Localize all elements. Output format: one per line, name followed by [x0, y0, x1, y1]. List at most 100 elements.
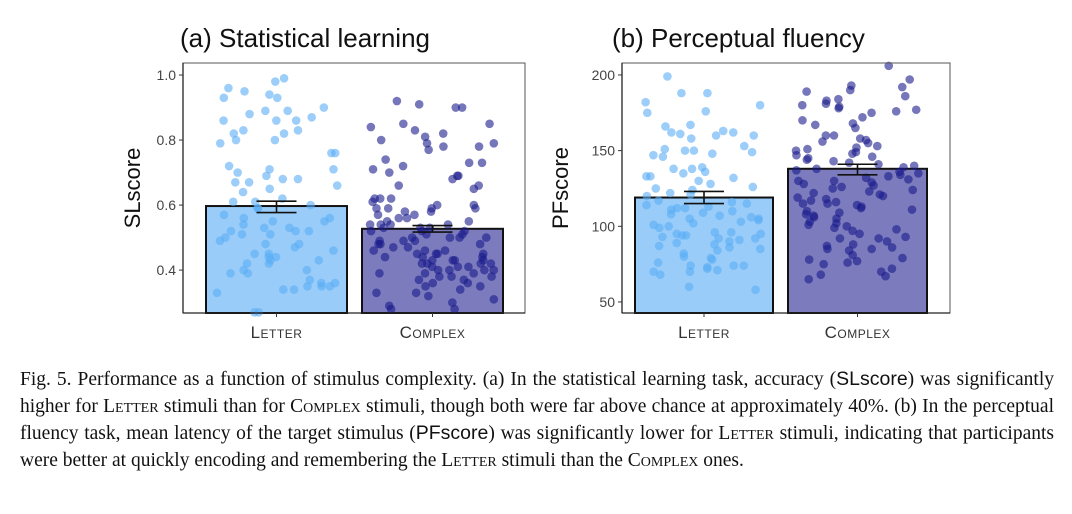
- data-point: [848, 149, 857, 158]
- data-point: [262, 171, 271, 181]
- data-point: [383, 204, 393, 213]
- data-point: [325, 282, 335, 291]
- data-point: [707, 255, 717, 264]
- data-point: [810, 120, 820, 130]
- data-point: [307, 112, 316, 122]
- data-point: [230, 178, 240, 187]
- data-point: [388, 243, 398, 252]
- data-point: [480, 265, 489, 275]
- data-point: [254, 308, 263, 317]
- data-point: [431, 249, 441, 259]
- caption-text: ) was significantly higher for: [20, 369, 1054, 417]
- data-point: [264, 259, 274, 268]
- data-point: [305, 275, 315, 285]
- data-point: [229, 129, 239, 138]
- data-point: [399, 236, 408, 246]
- data-point: [828, 184, 838, 193]
- data-point: [439, 142, 448, 151]
- data-point: [270, 135, 280, 145]
- data-point: [414, 99, 424, 109]
- data-point: [735, 235, 744, 245]
- data-point: [224, 83, 233, 93]
- data-point: [884, 61, 894, 71]
- data-point: [686, 134, 696, 143]
- data-point: [418, 252, 427, 262]
- data-point: [835, 234, 845, 243]
- data-point: [725, 243, 734, 252]
- caption-letter: Letter: [103, 396, 159, 417]
- data-point: [904, 175, 913, 184]
- data-point: [848, 240, 858, 249]
- data-point: [698, 208, 708, 217]
- data-point: [713, 246, 722, 255]
- data-point: [804, 274, 813, 284]
- data-point: [858, 113, 867, 122]
- data-point: [661, 122, 670, 131]
- data-point: [372, 288, 381, 298]
- data-point: [844, 158, 854, 168]
- data-point: [798, 116, 807, 125]
- data-point: [837, 182, 846, 192]
- data-point: [704, 202, 713, 211]
- y-tick-label: 1.0: [157, 67, 177, 83]
- data-point: [842, 221, 852, 231]
- data-point: [369, 246, 378, 255]
- data-point: [477, 158, 487, 168]
- chart-panel-a: (a) Statistical learning 0.4 0.6 0.8 1.0 Lett…: [120, 23, 526, 342]
- data-point: [451, 103, 461, 112]
- data-point: [660, 144, 670, 154]
- data-point: [464, 158, 474, 168]
- data-point: [881, 271, 890, 281]
- data-point: [654, 196, 663, 205]
- data-point: [658, 152, 668, 161]
- data-point: [706, 179, 715, 189]
- data-point: [420, 269, 430, 278]
- data-point: [445, 265, 454, 275]
- data-point: [891, 106, 901, 116]
- data-point: [689, 146, 699, 155]
- data-point: [239, 220, 248, 229]
- data-point: [317, 282, 326, 291]
- data-point: [649, 150, 658, 160]
- data-point: [303, 282, 312, 291]
- data-point: [677, 231, 687, 240]
- caption-text: ) was significantly lower for: [488, 423, 719, 444]
- y-tick-label: 0.6: [157, 197, 177, 213]
- data-point: [372, 204, 381, 213]
- data-point: [243, 269, 253, 278]
- data-point: [823, 199, 832, 208]
- data-point: [485, 119, 494, 129]
- data-point: [475, 239, 485, 249]
- data-point: [219, 210, 229, 220]
- data-point: [250, 249, 259, 259]
- data-point: [426, 207, 436, 216]
- chart-panel-b: (b) Perceptual fluency 50 100 150 200 Letter C…: [548, 23, 951, 342]
- data-point: [869, 181, 878, 190]
- data-point: [228, 197, 238, 207]
- data-point: [469, 184, 479, 194]
- data-point: [265, 230, 275, 239]
- data-point: [455, 233, 464, 242]
- data-point: [642, 200, 651, 210]
- figure: (a) Statistical learning 0.4 0.6 0.8 1.0 Lett…: [120, 23, 951, 342]
- data-point: [373, 210, 383, 220]
- y-tick-label: 200: [592, 67, 616, 83]
- data-point: [464, 262, 473, 272]
- data-point: [476, 282, 485, 291]
- data-point: [728, 206, 737, 216]
- data-point: [447, 272, 456, 281]
- data-point: [812, 164, 821, 174]
- data-point: [892, 225, 901, 234]
- data-point: [268, 217, 278, 226]
- data-point: [729, 173, 738, 183]
- caption-text: stimuli, indicating that participants we…: [20, 423, 1054, 471]
- data-point: [907, 205, 917, 214]
- data-point: [380, 252, 390, 262]
- data-point: [386, 304, 396, 314]
- data-point: [219, 93, 229, 103]
- data-point: [272, 116, 281, 125]
- data-point: [238, 187, 248, 197]
- x-tick-label: Letter: [678, 323, 730, 342]
- data-point: [440, 246, 450, 255]
- data-point: [914, 169, 923, 178]
